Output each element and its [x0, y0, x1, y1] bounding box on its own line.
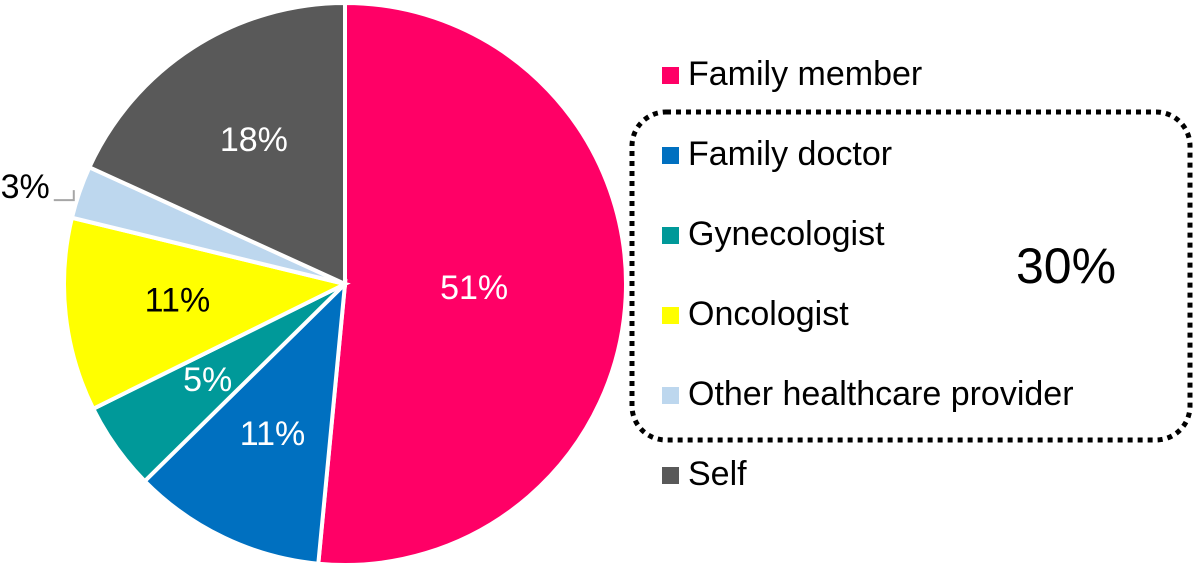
highlight-box: [629, 109, 1193, 443]
data-label: 11%: [145, 282, 211, 320]
legend-swatch: [662, 307, 679, 324]
legend-label: Family member: [688, 55, 922, 93]
legend-label: Self: [688, 455, 747, 493]
legend-label: Gynecologist: [688, 215, 885, 253]
data-label: 18%: [220, 121, 288, 159]
pie-slice: [86, 0, 347, 288]
legend-label: Family doctor: [688, 135, 892, 173]
data-label: 5%: [183, 361, 232, 399]
data-label: 11%: [240, 415, 306, 453]
pie-slice: [62, 215, 351, 412]
legend-swatch: [662, 147, 679, 164]
annotation: 30%: [1016, 238, 1116, 294]
legend-swatch: [662, 227, 679, 244]
data-label: 51%: [440, 269, 508, 307]
pie-slice: [316, 0, 628, 566]
leader-line: [53, 190, 75, 202]
legend-swatch: [662, 67, 679, 84]
legend-swatch: [662, 467, 679, 484]
pie-slice: [141, 278, 348, 566]
data-label: 3%: [1, 168, 50, 206]
legend-swatch: [662, 387, 679, 404]
legend-label: Oncologist: [688, 295, 849, 333]
legend-label: Other healthcare provider: [688, 375, 1074, 413]
